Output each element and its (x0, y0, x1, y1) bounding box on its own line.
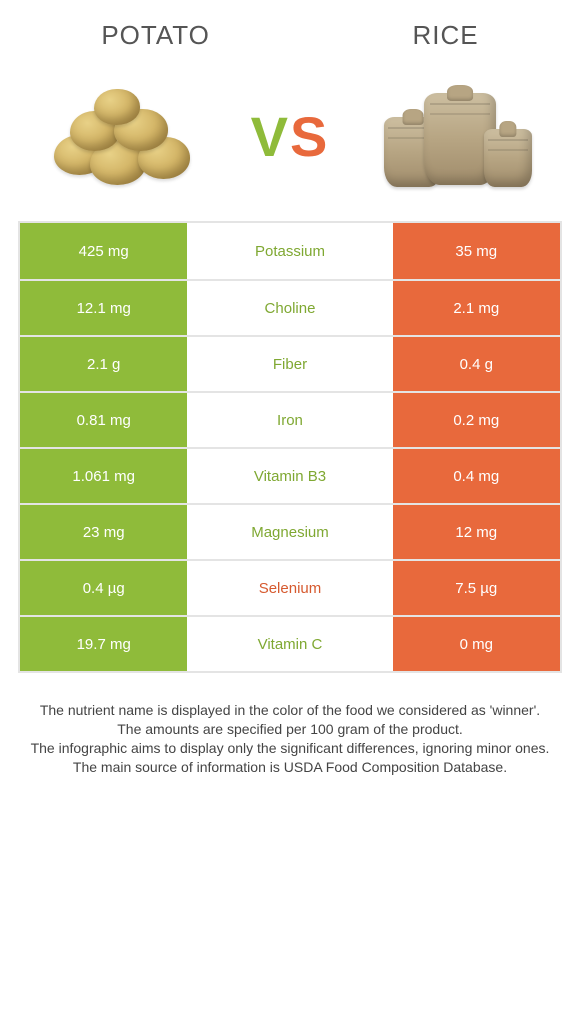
value-left: 1.061 mg (20, 449, 187, 503)
table-row: 23 mgMagnesium12 mg (20, 503, 560, 559)
table-row: 19.7 mgVitamin C0 mg (20, 615, 560, 671)
value-right: 0.2 mg (393, 393, 560, 447)
footer-line: The nutrient name is displayed in the co… (22, 701, 558, 720)
value-right: 12 mg (393, 505, 560, 559)
value-right: 0.4 mg (393, 449, 560, 503)
value-right: 35 mg (393, 223, 560, 279)
value-right: 7.5 µg (393, 561, 560, 615)
nutrient-name: Fiber (187, 337, 392, 391)
table-row: 0.4 µgSelenium7.5 µg (20, 559, 560, 615)
value-left: 23 mg (20, 505, 187, 559)
value-left: 12.1 mg (20, 281, 187, 335)
footer-line: The amounts are specified per 100 gram o… (22, 720, 558, 739)
table-row: 2.1 gFiber0.4 g (20, 335, 560, 391)
table-row: 1.061 mgVitamin B30.4 mg (20, 447, 560, 503)
value-left: 425 mg (20, 223, 187, 279)
nutrient-name: Selenium (187, 561, 392, 615)
vs-s: S (290, 105, 329, 168)
nutrient-name: Choline (187, 281, 392, 335)
value-left: 0.81 mg (20, 393, 187, 447)
footer-notes: The nutrient name is displayed in the co… (0, 673, 580, 777)
value-left: 0.4 µg (20, 561, 187, 615)
vs-label: VS (251, 104, 330, 169)
value-right: 0.4 g (393, 337, 560, 391)
value-right: 2.1 mg (393, 281, 560, 335)
title-right: Rice (413, 20, 479, 51)
value-left: 19.7 mg (20, 617, 187, 671)
nutrient-name: Vitamin C (187, 617, 392, 671)
nutrition-table: 425 mgPotassium35 mg12.1 mgCholine2.1 mg… (18, 221, 562, 673)
images-row: VS (0, 61, 580, 221)
footer-line: The main source of information is USDA F… (22, 758, 558, 777)
value-left: 2.1 g (20, 337, 187, 391)
header: Potato Rice (0, 0, 580, 61)
value-right: 0 mg (393, 617, 560, 671)
potato-image (45, 76, 200, 196)
table-row: 12.1 mgCholine2.1 mg (20, 279, 560, 335)
nutrient-name: Vitamin B3 (187, 449, 392, 503)
footer-line: The infographic aims to display only the… (22, 739, 558, 758)
nutrient-name: Potassium (187, 223, 392, 279)
nutrient-name: Iron (187, 393, 392, 447)
nutrient-name: Magnesium (187, 505, 392, 559)
rice-image (380, 76, 535, 196)
table-row: 425 mgPotassium35 mg (20, 223, 560, 279)
title-left: Potato (101, 20, 210, 51)
vs-v: V (251, 105, 290, 168)
table-row: 0.81 mgIron0.2 mg (20, 391, 560, 447)
